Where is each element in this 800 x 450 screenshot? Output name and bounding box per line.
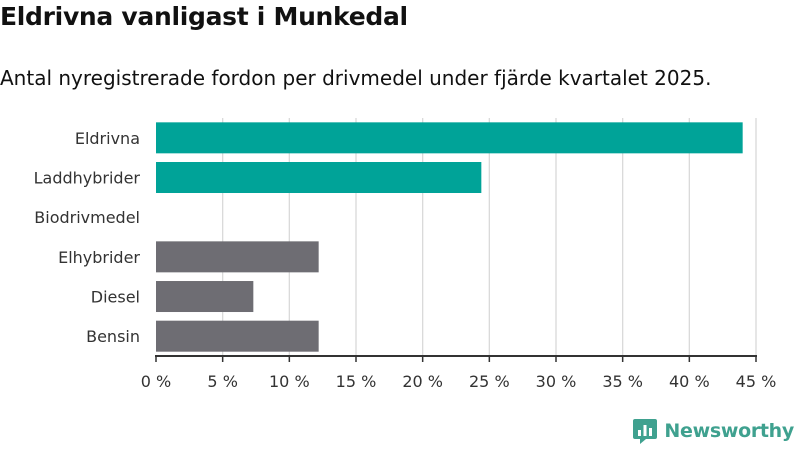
x-tick-label: 5 % [207,372,237,391]
bar [156,241,319,273]
x-tick-label: 25 % [469,372,510,391]
chart-subtitle: Antal nyregistrerade fordon per drivmede… [0,66,712,90]
category-label: Bensin [86,327,140,346]
x-tick-label: 30 % [536,372,577,391]
chart-title: Eldrivna vanligast i Munkedal [0,2,408,31]
brand-name: Newsworthy [664,420,794,442]
bar [156,162,482,194]
x-tick-label: 0 % [141,372,171,391]
x-tick-label: 15 % [336,372,377,391]
x-tick-label: 45 % [736,372,777,391]
x-tick-label: 20 % [402,372,443,391]
newsworthy-logo-icon [633,419,658,444]
x-tick-label: 35 % [602,372,643,391]
brand-logo: Newsworthy [632,417,794,445]
category-label: Eldrivna [75,129,140,148]
x-tick-label: 40 % [669,372,710,391]
category-label: Diesel [91,288,140,307]
category-label: Biodrivmedel [34,208,140,227]
category-label: Elhybrider [58,248,140,267]
bar [156,122,743,154]
bar [156,320,319,352]
x-tick-label: 10 % [269,372,310,391]
bar [156,281,254,313]
category-label: Laddhybrider [34,169,141,188]
